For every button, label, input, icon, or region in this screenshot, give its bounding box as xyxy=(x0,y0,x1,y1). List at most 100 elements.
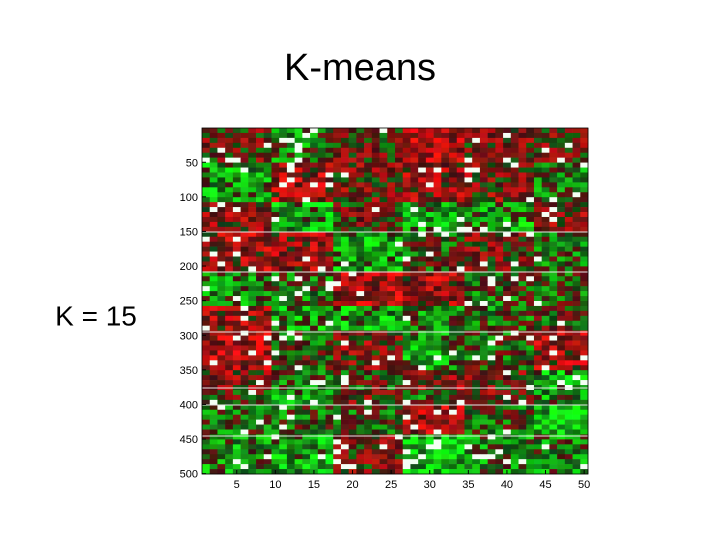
heatmap-cell xyxy=(379,212,388,218)
heatmap-cell xyxy=(572,207,581,213)
heatmap-cell xyxy=(402,256,411,262)
heatmap-cell xyxy=(387,271,396,277)
heatmap-cell xyxy=(225,399,234,406)
heatmap-cell xyxy=(549,394,558,401)
heatmap-cell xyxy=(464,231,473,238)
heatmap-cell xyxy=(433,128,442,134)
heatmap-cell xyxy=(395,315,404,322)
heatmap-cell xyxy=(310,202,319,208)
heatmap-cell xyxy=(325,305,334,312)
heatmap-cell xyxy=(402,394,411,401)
heatmap-cell xyxy=(441,157,450,163)
heatmap-cell xyxy=(541,325,550,331)
heatmap-cell xyxy=(240,128,249,134)
heatmap-cell xyxy=(263,380,272,386)
heatmap-cell xyxy=(572,202,581,208)
heatmap-cell xyxy=(387,266,396,272)
heatmap-cell xyxy=(395,449,404,455)
heatmap-cell xyxy=(310,207,319,213)
heatmap-cell xyxy=(572,424,581,430)
heatmap-cell xyxy=(418,434,427,440)
heatmap-cell xyxy=(317,128,326,134)
heatmap-cell xyxy=(348,212,357,218)
heatmap-cell xyxy=(217,246,226,252)
heatmap-cell xyxy=(371,226,380,233)
heatmap-cell xyxy=(495,251,504,257)
heatmap-cell xyxy=(503,454,512,460)
heatmap-cell xyxy=(572,286,581,292)
heatmap-cell xyxy=(479,152,488,158)
heatmap-cell xyxy=(310,444,319,450)
heatmap-cell xyxy=(510,236,519,242)
heatmap-cell xyxy=(379,187,388,193)
heatmap-cell xyxy=(418,137,427,144)
heatmap-cell xyxy=(557,231,566,238)
heatmap-cell xyxy=(232,449,241,455)
heatmap-cell xyxy=(503,380,512,386)
heatmap-cell xyxy=(557,335,566,341)
heatmap-cell xyxy=(348,340,357,346)
heatmap-cell xyxy=(279,296,288,302)
heatmap-cell xyxy=(441,454,450,460)
heatmap-cell xyxy=(395,276,404,282)
heatmap-cell xyxy=(248,132,257,139)
heatmap-cell xyxy=(410,212,419,218)
heatmap-cell xyxy=(557,315,566,322)
heatmap-cell xyxy=(402,172,411,178)
heatmap-cell xyxy=(564,454,573,460)
heatmap-cell xyxy=(209,241,218,247)
heatmap-cell xyxy=(387,192,396,198)
heatmap-cell xyxy=(271,305,280,312)
heatmap-cell xyxy=(580,291,589,297)
heatmap-cell xyxy=(294,389,303,396)
heatmap-cell xyxy=(410,246,419,252)
heatmap-cell xyxy=(533,291,542,297)
heatmap-cell xyxy=(286,315,295,322)
heatmap-cell xyxy=(418,241,427,247)
heatmap-cell xyxy=(209,350,218,356)
heatmap-cell xyxy=(202,414,211,420)
heatmap-cell xyxy=(209,424,218,430)
heatmap-cell xyxy=(572,167,581,173)
heatmap-cell xyxy=(294,419,303,425)
heatmap-cell xyxy=(580,310,589,317)
heatmap-cell xyxy=(418,276,427,282)
heatmap-cell xyxy=(557,380,566,386)
heatmap-cell xyxy=(433,325,442,331)
heatmap-cell xyxy=(572,197,581,203)
heatmap-cell xyxy=(410,172,419,178)
heatmap-cell xyxy=(279,187,288,193)
heatmap-cell xyxy=(302,192,311,198)
heatmap-cell xyxy=(240,162,249,168)
heatmap-cell xyxy=(232,315,241,322)
heatmap-cell xyxy=(425,212,434,218)
heatmap-cell xyxy=(371,429,380,435)
heatmap-cell xyxy=(549,414,558,420)
heatmap-cell xyxy=(456,167,465,173)
heatmap-cell xyxy=(495,157,504,163)
heatmap-cell xyxy=(271,266,280,272)
heatmap-cell xyxy=(340,355,349,361)
heatmap-cell xyxy=(495,291,504,297)
heatmap-cell xyxy=(387,246,396,252)
heatmap-cell xyxy=(541,241,550,247)
heatmap-cell xyxy=(441,330,450,336)
heatmap-cell xyxy=(564,281,573,287)
heatmap-cell xyxy=(503,394,512,401)
heatmap-cell xyxy=(356,212,365,218)
heatmap-cell xyxy=(225,221,234,228)
heatmap-cell xyxy=(526,142,535,149)
heatmap-cell xyxy=(364,310,373,317)
heatmap-cell xyxy=(433,202,442,208)
heatmap-cell xyxy=(387,142,396,149)
heatmap-cell xyxy=(225,216,234,223)
heatmap-cell xyxy=(564,355,573,361)
heatmap-cell xyxy=(371,365,380,371)
heatmap-cell xyxy=(510,424,519,430)
heatmap-cell xyxy=(225,301,234,307)
heatmap-cell xyxy=(248,310,257,317)
heatmap-cell xyxy=(495,182,504,188)
heatmap-cell xyxy=(248,128,257,134)
heatmap-cell xyxy=(364,281,373,287)
heatmap-cell xyxy=(418,399,427,406)
